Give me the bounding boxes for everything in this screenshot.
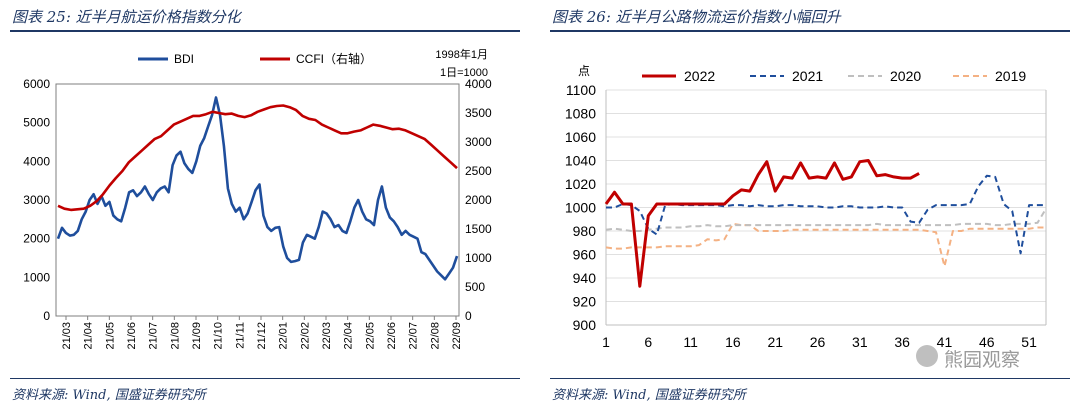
legend-label-2021: 2021: [792, 68, 823, 84]
watermark-text: 熊园观察: [944, 349, 1021, 371]
right-yaxis-tick-label: 3500: [465, 106, 492, 120]
yaxis-tick-label: 1020: [565, 176, 596, 192]
legend-label-2019: 2019: [995, 68, 1026, 84]
right-yaxis-tick-label: 0: [465, 309, 472, 323]
xaxis-tick-label: 41: [937, 334, 953, 350]
legend-bdi-label: BDI: [174, 52, 194, 66]
watermark: 熊园观察: [916, 343, 1046, 371]
xaxis-tick-label: 22/06: [386, 322, 398, 350]
series-line-2021: [606, 174, 1046, 255]
right-source: 资料来源: Wind, 国盛证券研究所: [552, 388, 746, 403]
yaxis-tick-label: 920: [573, 294, 597, 310]
bdi-series-line: [56, 96, 459, 281]
xaxis-tick-label: 21/11: [234, 322, 246, 349]
yaxis-tick-label: 980: [573, 223, 597, 239]
xaxis-tick-label: 21/10: [213, 322, 225, 350]
xaxis-tick-label: 22/03: [321, 322, 333, 350]
right-title-rule: [550, 30, 1070, 32]
yaxis-tick-label: 1100: [566, 82, 596, 98]
xaxis-tick-label: 22/08: [429, 322, 441, 350]
left-title-rule: [10, 30, 520, 32]
right-yaxis-tick-label: 3000: [465, 135, 492, 149]
legend-label-2020: 2020: [890, 68, 921, 84]
annotation-line-1: 1998年1月: [435, 47, 488, 61]
left-yaxis-tick-label: 3000: [23, 193, 50, 207]
left-source-rule: [10, 378, 520, 379]
xaxis-tick-label: 6: [644, 334, 652, 350]
right-yaxis-tick-label: 2500: [465, 164, 492, 178]
right-yaxis-tick-label: 4000: [465, 77, 492, 91]
xaxis-tick-label: 16: [725, 334, 741, 350]
xaxis-tick-label: 22/07: [408, 322, 420, 350]
series-line-2019: [605, 222, 1046, 268]
left-yaxis-tick-label: 5000: [23, 116, 50, 130]
xaxis-tick-label: 51: [1021, 334, 1037, 350]
xaxis-tick-label: 21: [767, 334, 783, 350]
xaxis-tick-label: 36: [894, 334, 910, 350]
left-plot-frame: [55, 83, 460, 317]
right-chart-panel: 图表 26: 近半月公路物流运价指数小幅回升 900 920 940 960 980 10…: [540, 0, 1080, 406]
wechat-icon: [916, 345, 938, 367]
xaxis-tick-label: 46: [979, 334, 995, 350]
xaxis-tick-label: 21/07: [148, 322, 160, 350]
yaxis-tick-label: 1040: [565, 153, 596, 169]
left-yaxis-tick-label: 1000: [23, 270, 50, 284]
yaxis-tick-label: 1060: [565, 129, 596, 145]
left-chart-panel: 图表 25: 近半月航运价格指数分化 0 1000 2000 3000 4000 5000…: [0, 0, 530, 406]
yaxis-unit-label: 点: [578, 64, 590, 78]
left-yaxis-tick-label: 4000: [23, 154, 50, 168]
xaxis-tick-label: 22/05: [364, 322, 376, 350]
yaxis-tick-label: 960: [573, 247, 597, 263]
left-yaxis-tick-label: 0: [43, 309, 50, 323]
right-chart-title: 图表 26: 近半月公路物流运价指数小幅回升: [552, 8, 841, 26]
legend-label-2022: 2022: [684, 68, 715, 84]
xaxis-tick-label: 21/03: [61, 322, 73, 350]
xaxis-tick-label: 26: [810, 334, 826, 350]
series-line-2022: [604, 159, 920, 288]
xaxis-tick-label: 1: [602, 334, 610, 350]
ccfi-series-line: [57, 104, 458, 212]
xaxis-tick-label: 21/09: [191, 322, 203, 350]
right-yaxis-tick-label: 500: [465, 280, 485, 294]
yaxis-tick-label: 940: [573, 270, 597, 286]
left-yaxis-tick-label: 2000: [23, 232, 50, 246]
right-yaxis-tick-label: 2000: [465, 193, 492, 207]
legend-ccfi-label: CCFI（右轴）: [296, 51, 372, 66]
xaxis-tick-label: 21/04: [83, 322, 95, 350]
yaxis-tick-label: 1080: [565, 106, 596, 122]
left-chart: 0 1000 2000 3000 4000 5000 6000 0 500 1000 1500 200…: [23, 47, 492, 350]
xaxis-tick-label: 21/05: [104, 322, 116, 350]
annotation-line-2: 1日=1000: [440, 67, 488, 79]
left-yaxis-tick-label: 6000: [23, 77, 50, 91]
xaxis-tick-label: 22/02: [299, 322, 311, 350]
yaxis-tick-label: 1000: [565, 200, 596, 216]
left-source: 资料来源: Wind, 国盛证券研究所: [12, 388, 206, 403]
xaxis-tick-label: 21/06: [126, 322, 138, 350]
xaxis-tick-label: 22/01: [278, 322, 290, 350]
xaxis-tick-label: 22/04: [343, 322, 355, 350]
right-yaxis-tick-label: 1000: [465, 251, 492, 265]
left-chart-title: 图表 25: 近半月航运价格指数分化: [12, 8, 241, 26]
xaxis-tick-label: 22/09: [451, 322, 463, 350]
xaxis-tick-label: 21/12: [256, 322, 268, 350]
xaxis-tick-label: 31: [852, 334, 868, 350]
right-chart: 900 920 940 960 980 1000 1020 1040 1060 1080 1100 点…: [565, 64, 1047, 350]
right-source-rule: [550, 378, 1070, 379]
xaxis-tick-label: 21/08: [169, 322, 181, 350]
series-line-2020: [605, 208, 1047, 232]
xaxis-tick-label: 11: [683, 334, 698, 350]
yaxis-tick-label: 900: [573, 317, 597, 333]
right-yaxis-tick-label: 1500: [465, 222, 492, 236]
